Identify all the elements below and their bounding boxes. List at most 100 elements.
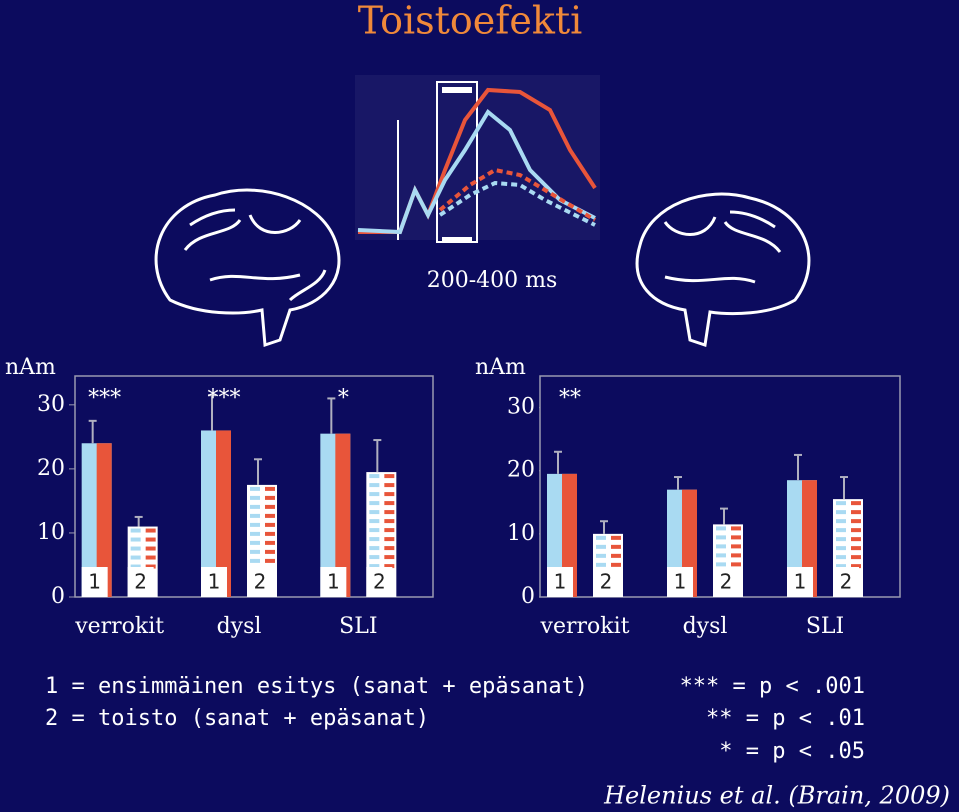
- bar-dash: [851, 510, 861, 515]
- wave-blue: [357, 108, 596, 235]
- bar-dash: [145, 528, 156, 533]
- brain-left: [154, 188, 341, 348]
- bar-dash: [596, 553, 606, 558]
- y-tick-label: 20: [507, 458, 535, 483]
- bar-dash: [130, 537, 141, 542]
- bar-dash: [145, 564, 156, 569]
- bar-dash: [716, 526, 726, 531]
- bar-dash: [851, 546, 861, 551]
- bar-label: 1: [794, 570, 807, 594]
- bar-dash: [384, 492, 395, 497]
- bar-label-box: [713, 567, 739, 597]
- bar-dash: [851, 519, 861, 524]
- significance-label: *: [338, 386, 349, 411]
- bar-dash: [265, 513, 275, 518]
- bar-dash: [265, 522, 275, 527]
- bar-dash: [250, 495, 260, 500]
- bar-label: 2: [840, 570, 853, 594]
- bar-dash: [250, 513, 260, 518]
- bar-dash: [836, 510, 846, 515]
- bar-dash: [384, 501, 395, 506]
- bar-dash: [265, 549, 275, 554]
- bar-dash: [716, 553, 726, 558]
- bar-label-box: [547, 567, 573, 597]
- bar-dash: [130, 528, 141, 533]
- bar-dash: [145, 546, 156, 551]
- significance-label: ***: [88, 386, 121, 411]
- bar-label-box: [593, 567, 619, 597]
- bar-label: 2: [254, 570, 267, 594]
- bar-dash: [836, 528, 846, 533]
- significance-note: *** = p < .001: [680, 674, 865, 699]
- x-tick-label: dysl: [683, 614, 728, 639]
- bar-label-box: [201, 567, 227, 597]
- bar-dash: [369, 492, 380, 497]
- bar-dash: [596, 535, 606, 540]
- bar-dash: [369, 564, 380, 569]
- bar-label: 2: [373, 570, 386, 594]
- y-tick-label: 0: [521, 584, 535, 609]
- bar-dash: [265, 558, 275, 563]
- bar-dash: [851, 537, 861, 542]
- note: 1 = ensimmäinen esitys (sanat + epäsanat…: [45, 674, 588, 699]
- bar-label: 1: [208, 570, 221, 594]
- bar-dash: [369, 510, 380, 515]
- bar-dash: [369, 519, 380, 524]
- bar-dash: [731, 562, 741, 567]
- x-tick-label: SLI: [806, 614, 844, 639]
- x-tick-label: verrokit: [540, 614, 630, 639]
- y-tick-label: 30: [37, 392, 65, 417]
- bar-dash: [851, 501, 861, 506]
- bar-label: 2: [134, 570, 147, 594]
- bar-dash: [369, 555, 380, 560]
- bar-dash: [851, 555, 861, 560]
- bar-dash: [250, 504, 260, 509]
- waveform: [355, 75, 600, 243]
- bar-half: [96, 443, 112, 597]
- bar-dash: [145, 537, 156, 542]
- window-arrows: [442, 87, 472, 243]
- y-tick-label: 0: [51, 584, 65, 609]
- bar-dash: [384, 555, 395, 560]
- bar-dash: [369, 537, 380, 542]
- bar-dash: [369, 501, 380, 506]
- bar-label-box: [366, 567, 393, 597]
- bar-dash: [384, 564, 395, 569]
- bar-label-box: [127, 567, 154, 597]
- bar-dash: [731, 553, 741, 558]
- bar-label: 1: [674, 570, 687, 594]
- y-tick-label: 10: [507, 521, 535, 546]
- bar-dash: [265, 540, 275, 545]
- bar-dash: [384, 519, 395, 524]
- y-tick-label: 30: [507, 395, 535, 420]
- bar-dash: [611, 535, 621, 540]
- bar-dash: [836, 537, 846, 542]
- slide-title: Toistoefekti: [358, 0, 583, 43]
- bar-label-box: [787, 567, 813, 597]
- x-tick-label: verrokit: [74, 614, 164, 639]
- bar-dash: [716, 562, 726, 567]
- bar-dash: [716, 544, 726, 549]
- bar-dash: [384, 483, 395, 488]
- bar-dash: [130, 564, 141, 569]
- bar-dash: [836, 546, 846, 551]
- bar-label: 1: [88, 570, 101, 594]
- bar-dash: [369, 546, 380, 551]
- y-axis-label: nAm: [475, 355, 526, 380]
- bar-dash: [731, 544, 741, 549]
- bar-dash: [716, 535, 726, 540]
- significance-label: **: [559, 386, 581, 411]
- bar-label-box: [667, 567, 693, 597]
- bar-dash: [384, 474, 395, 479]
- bar-dash: [250, 540, 260, 545]
- bar-label: 1: [554, 570, 567, 594]
- bar-dash: [596, 544, 606, 549]
- bar-dash: [250, 549, 260, 554]
- bar-dash: [851, 564, 861, 569]
- bar-label: 1: [327, 570, 340, 594]
- bar-dash: [250, 486, 260, 491]
- bar-dash: [851, 528, 861, 533]
- bar-dash: [836, 555, 846, 560]
- bar-dash: [836, 519, 846, 524]
